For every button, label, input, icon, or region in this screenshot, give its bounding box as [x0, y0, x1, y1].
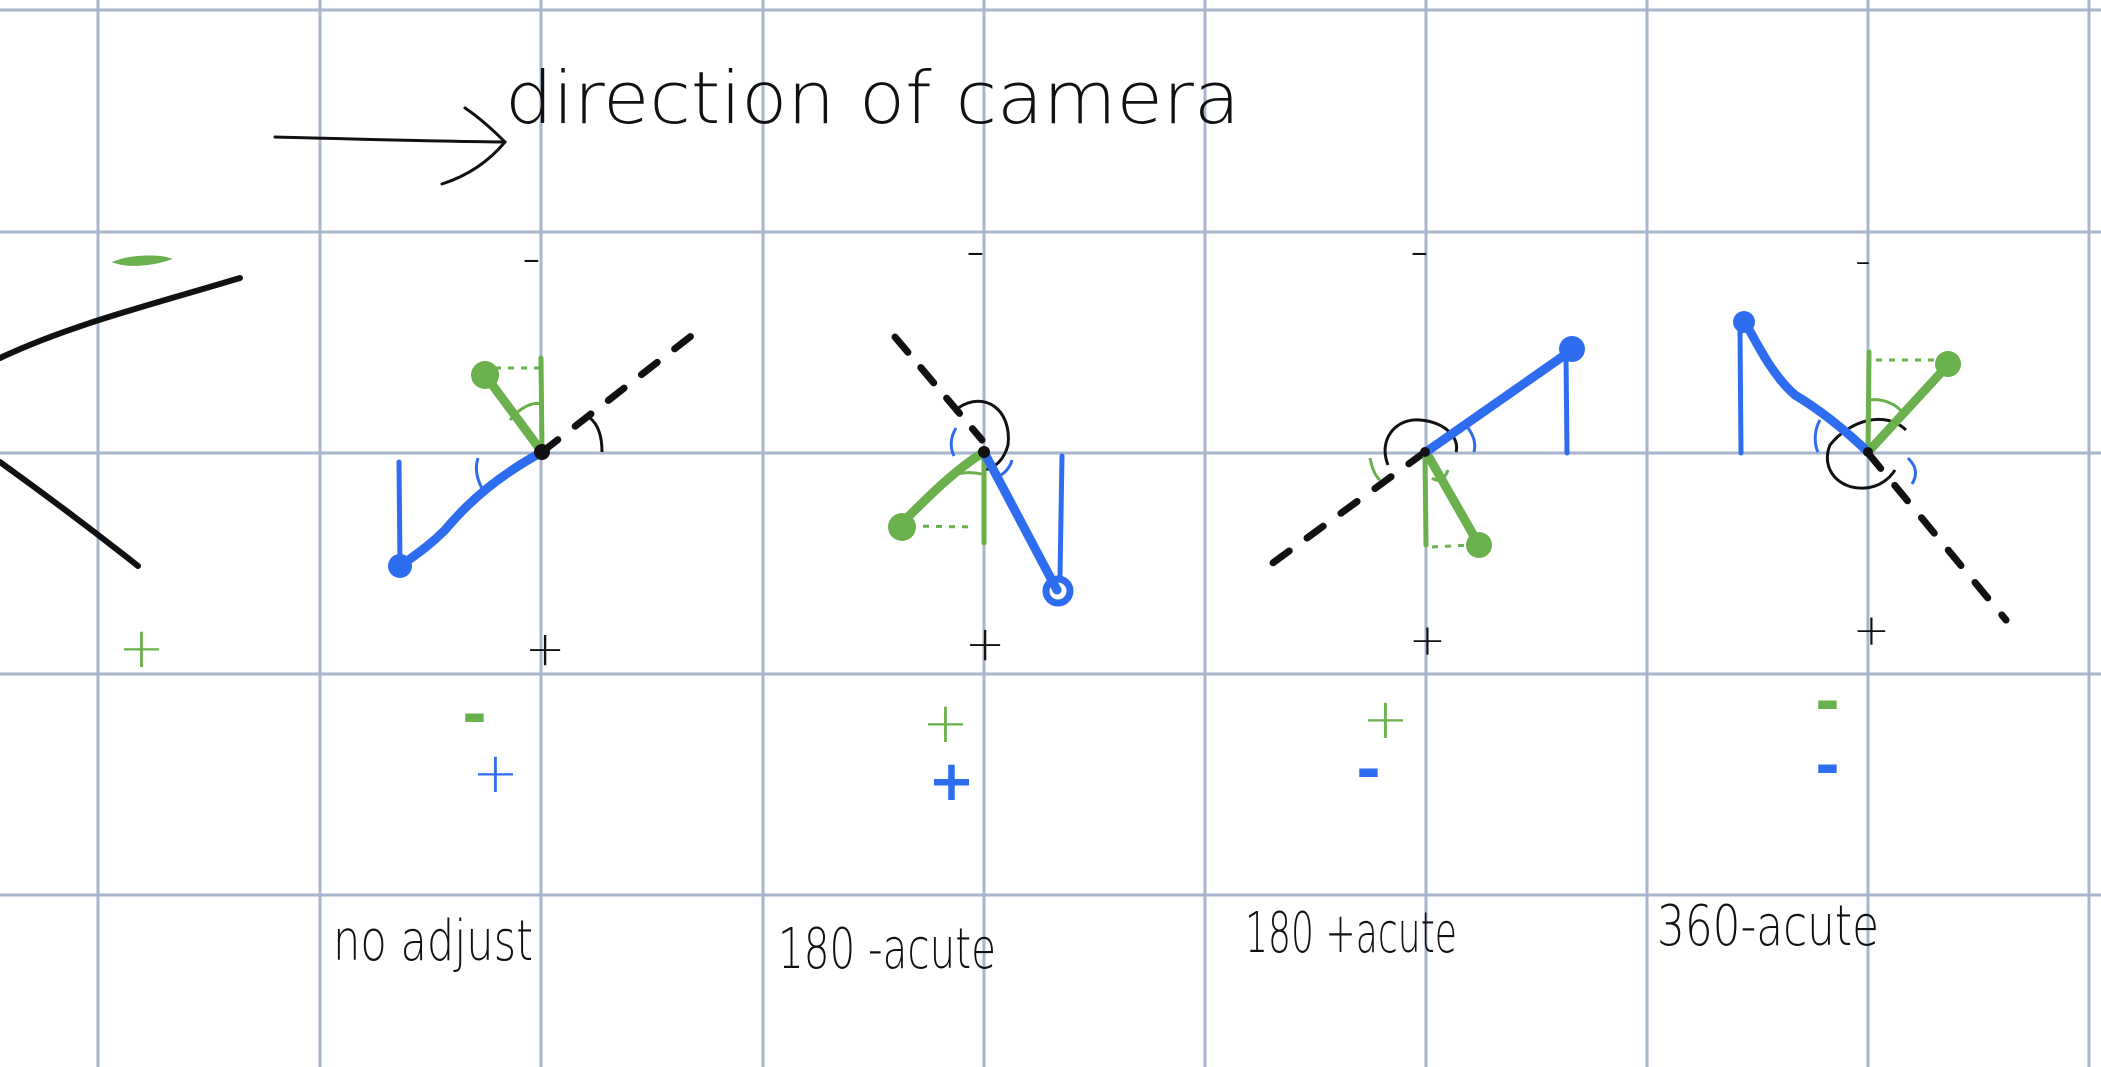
blue-angle-arc — [1813, 419, 1917, 485]
green-sign: + — [922, 691, 969, 756]
panel-top-sign: - — [522, 228, 541, 288]
green-dotted-projection — [1431, 543, 1471, 549]
blue-arm — [1421, 345, 1577, 457]
green-endpoint — [1935, 351, 1961, 377]
green-endpoint — [471, 361, 499, 389]
blue-sign: - — [1356, 735, 1381, 805]
camera-lens-upper-line — [0, 275, 243, 361]
blue-endpoint — [1559, 336, 1585, 362]
camera-direction-dashed-line — [891, 333, 986, 444]
green-sign: - — [462, 680, 487, 750]
panel-caption: 180 -acute — [778, 917, 996, 982]
panel-caption: no adjust — [333, 909, 533, 974]
green-angle-arc — [1368, 457, 1450, 482]
green-vertical-line — [1865, 349, 1872, 455]
angle-arc — [588, 416, 604, 453]
blue-sign: + — [928, 749, 975, 814]
pivot-point — [1863, 447, 1873, 457]
green-angle-arc — [951, 471, 983, 478]
page-title: direction of camera — [505, 56, 1240, 140]
camera-bottom-sign: + — [118, 616, 165, 681]
blue-vertical-line — [1563, 352, 1570, 456]
green-endpoint — [888, 513, 916, 541]
panel-top-sign: - — [1410, 221, 1429, 281]
panel-caption: 360-acute — [1657, 894, 1879, 959]
blue-arm — [1740, 317, 1873, 457]
camera-green-minus-mark — [111, 255, 173, 266]
header: direction of camera — [273, 56, 1240, 186]
panel-bottom-sign: + — [1409, 615, 1446, 666]
blue-sign: + — [472, 741, 519, 806]
green-arm — [480, 370, 547, 457]
green-endpoint — [1466, 532, 1492, 558]
camera-lens: - + — [0, 0, 243, 681]
blue-endpoint — [1042, 575, 1074, 607]
blue-vertical-line — [396, 459, 403, 569]
green-dotted-projection — [909, 524, 976, 529]
camera-top-sign: - — [0, 0, 1, 1]
angle-arc — [1826, 417, 1908, 490]
panel-360-minus-acute: - + - - 360-acute — [1657, 235, 2010, 959]
panel-180-minus-acute: - + + + 180 -acute — [778, 221, 1074, 982]
camera-direction-dashed-line — [538, 329, 699, 456]
blue-vertical-line — [1737, 327, 1744, 456]
blue-sign: - — [1815, 731, 1840, 801]
green-arm — [1421, 447, 1483, 548]
camera-direction-dashed-line — [1266, 448, 1429, 569]
pivot-point — [1420, 447, 1430, 457]
panel-top-sign: - — [966, 221, 985, 281]
angle-arc — [1383, 418, 1459, 466]
green-angle-arc — [1869, 398, 1904, 413]
panel-no-adjust: - + - + no adjust — [333, 228, 699, 974]
blue-arm — [979, 447, 1062, 595]
green-vertical-line — [1422, 449, 1429, 548]
camera-direction-dashed-line — [1864, 449, 2010, 624]
green-sign: - — [1815, 667, 1840, 737]
blue-endpoint — [1733, 311, 1755, 333]
camera-lens-lower-line — [0, 459, 141, 569]
blue-angle-arc — [949, 427, 1014, 480]
green-sign: + — [1362, 687, 1409, 752]
pivot-point — [978, 446, 990, 458]
green-arm — [1863, 360, 1953, 457]
green-arm — [900, 447, 989, 525]
green-vertical-line — [538, 355, 545, 455]
panel-bottom-sign: + — [1853, 605, 1890, 656]
blue-angle-arc — [1466, 427, 1477, 453]
panel-bottom-sign: + — [965, 616, 1005, 672]
blue-arm — [393, 447, 547, 573]
panel-180-plus-acute: - + + - 180 +acute — [1245, 221, 1585, 966]
panel-bottom-sign: + — [525, 621, 565, 677]
panel-top-sign: - — [1855, 235, 1871, 286]
direction-arrow-icon — [273, 106, 508, 186]
blue-vertical-line — [1057, 453, 1065, 579]
panel-caption: 180 +acute — [1245, 901, 1457, 966]
pivot-point — [534, 444, 550, 460]
green-angle-arc — [508, 401, 542, 421]
blue-angle-arc — [474, 457, 486, 493]
